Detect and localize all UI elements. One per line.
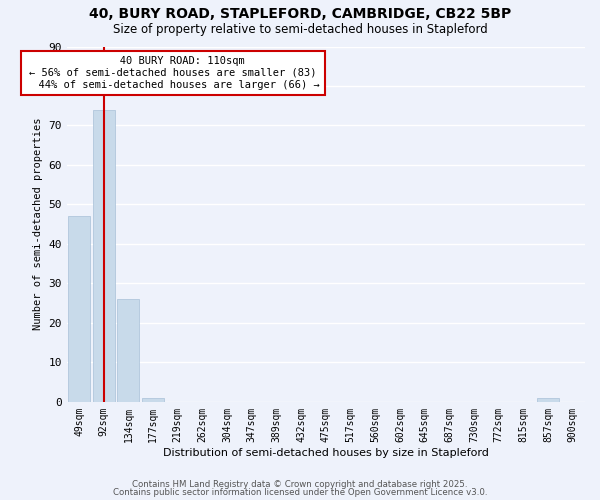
Bar: [68, 216, 90, 402]
Bar: [92, 110, 115, 402]
X-axis label: Distribution of semi-detached houses by size in Stapleford: Distribution of semi-detached houses by …: [163, 448, 489, 458]
Bar: [142, 398, 164, 402]
Bar: [117, 299, 139, 402]
Text: 40 BURY ROAD: 110sqm
← 56% of semi-detached houses are smaller (83)
  44% of sem: 40 BURY ROAD: 110sqm ← 56% of semi-detac…: [26, 56, 320, 90]
Text: 40, BURY ROAD, STAPLEFORD, CAMBRIDGE, CB22 5BP: 40, BURY ROAD, STAPLEFORD, CAMBRIDGE, CB…: [89, 8, 511, 22]
Y-axis label: Number of semi-detached properties: Number of semi-detached properties: [33, 118, 43, 330]
Text: Contains HM Land Registry data © Crown copyright and database right 2025.: Contains HM Land Registry data © Crown c…: [132, 480, 468, 489]
Text: Contains public sector information licensed under the Open Government Licence v3: Contains public sector information licen…: [113, 488, 487, 497]
Bar: [537, 398, 559, 402]
Text: Size of property relative to semi-detached houses in Stapleford: Size of property relative to semi-detach…: [113, 22, 487, 36]
